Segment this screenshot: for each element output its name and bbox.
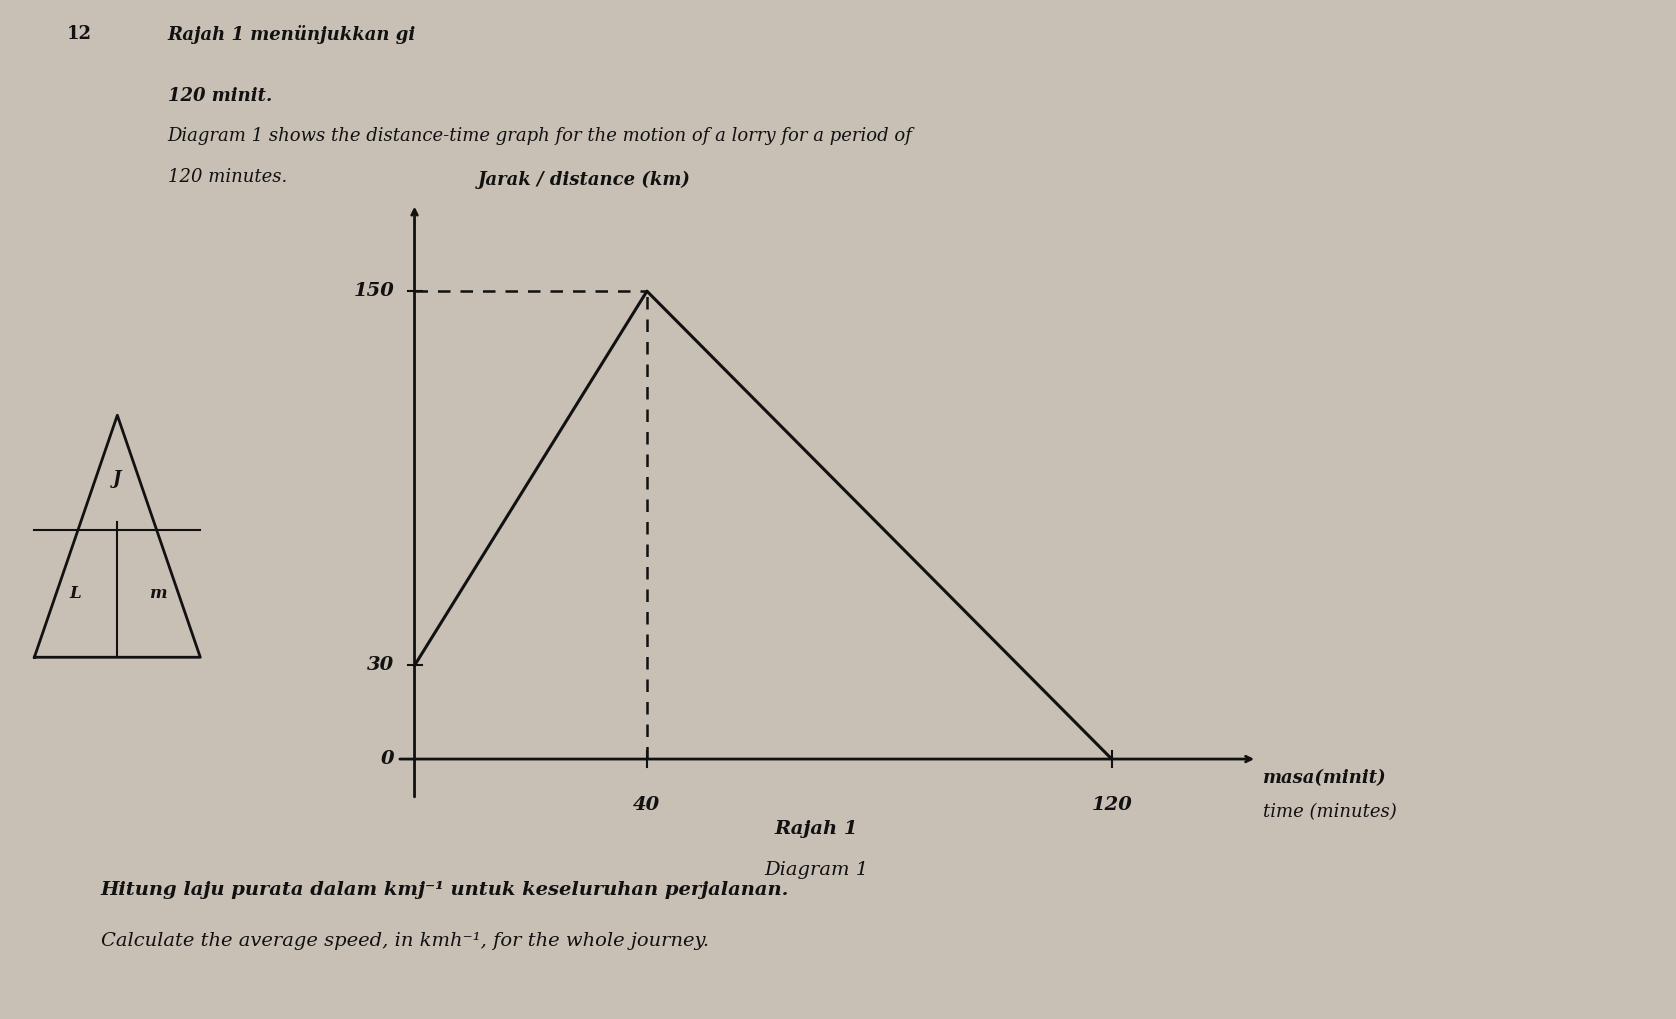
Text: Diagram 1: Diagram 1 — [764, 861, 868, 879]
Text: J: J — [112, 470, 122, 488]
Text: time (minutes): time (minutes) — [1262, 803, 1396, 821]
Text: 120 minit.: 120 minit. — [168, 87, 272, 105]
Text: Rajah 1 menünjukkan gi: Rajah 1 menünjukkan gi — [168, 25, 416, 45]
Text: Diagram 1 shows the distance-time graph for the motion of a lorry for a period o: Diagram 1 shows the distance-time graph … — [168, 127, 912, 146]
Text: 40: 40 — [634, 797, 660, 814]
Text: L: L — [69, 585, 80, 602]
Text: Calculate the average speed, in kmh⁻¹, for the whole journey.: Calculate the average speed, in kmh⁻¹, f… — [101, 932, 709, 951]
Text: 120 minutes.: 120 minutes. — [168, 168, 287, 186]
Text: masa(minit): masa(minit) — [1262, 768, 1386, 787]
Text: Hitung laju purata dalam kmj⁻¹ untuk keseluruhan perjalanan.: Hitung laju purata dalam kmj⁻¹ untuk kes… — [101, 881, 789, 900]
Text: 12: 12 — [67, 25, 92, 44]
Text: 30: 30 — [367, 656, 394, 675]
Text: 150: 150 — [354, 282, 394, 301]
Text: m: m — [149, 585, 166, 602]
Text: Jarak / distance (km): Jarak / distance (km) — [478, 170, 691, 189]
Text: Rajah 1: Rajah 1 — [774, 820, 858, 839]
Text: 0: 0 — [380, 750, 394, 768]
Text: 120: 120 — [1091, 797, 1133, 814]
